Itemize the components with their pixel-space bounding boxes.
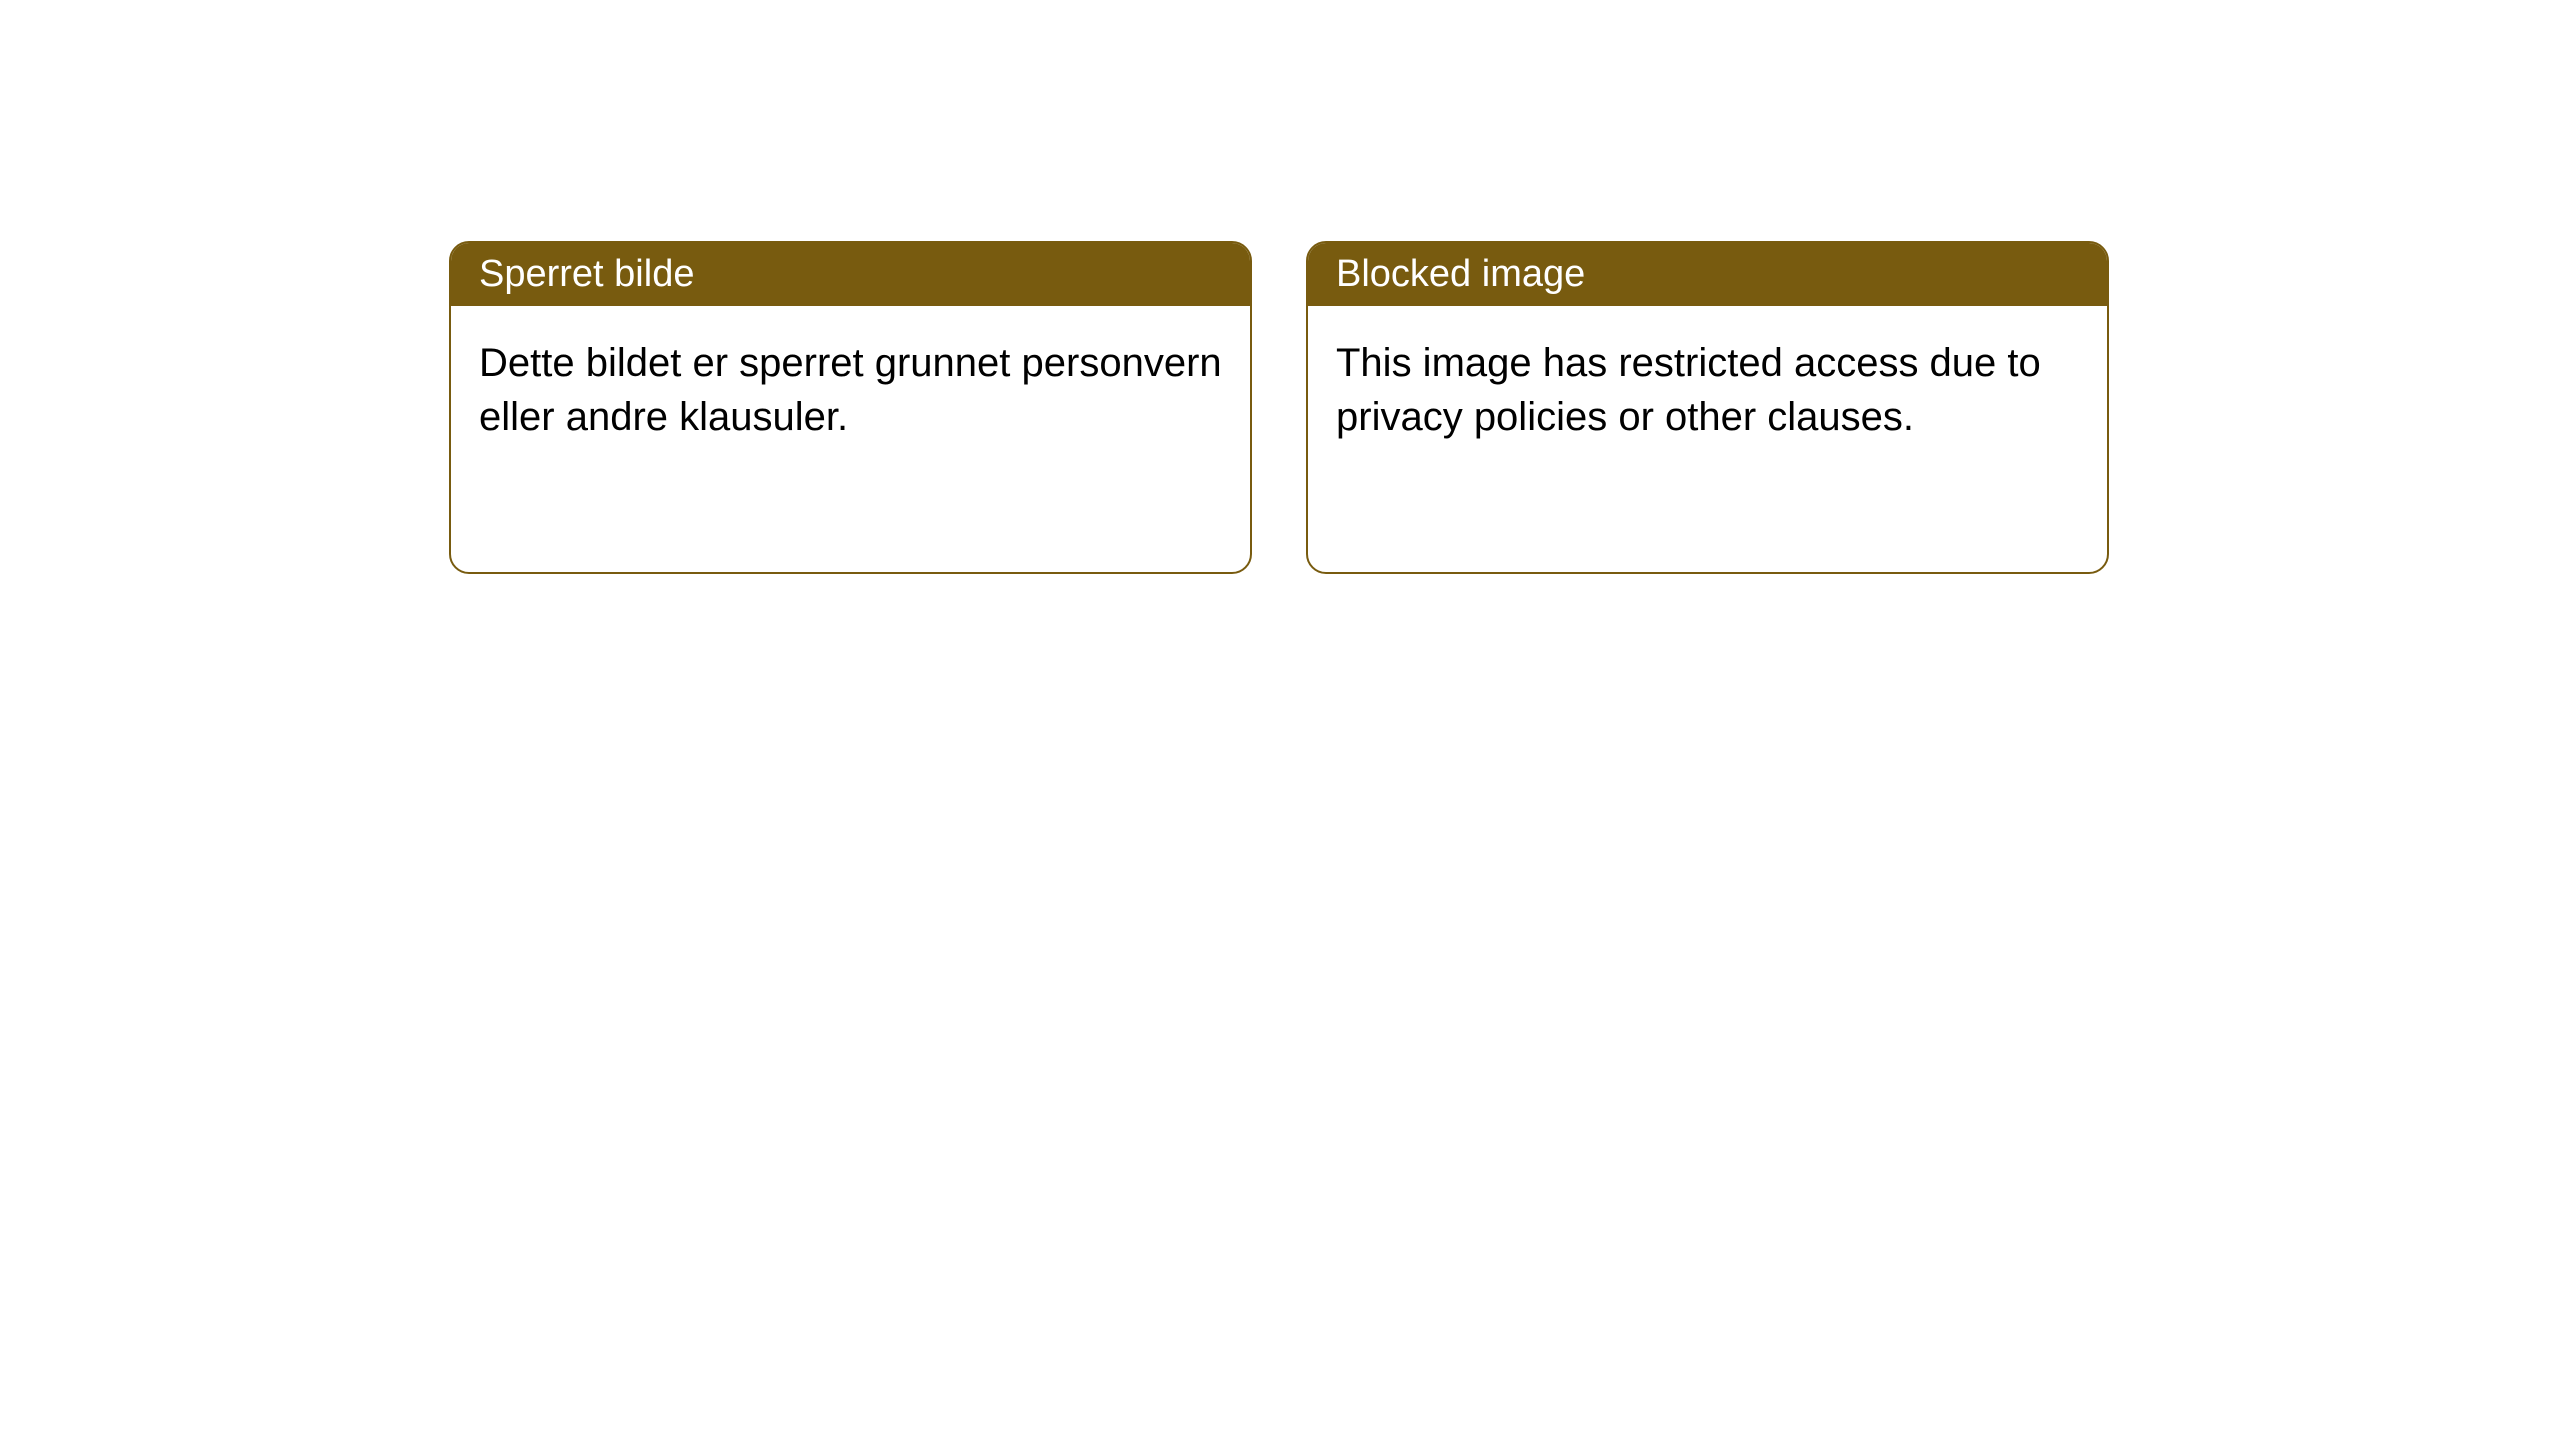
notice-card-en: Blocked image This image has restricted …: [1306, 241, 2109, 574]
notice-container: Sperret bilde Dette bildet er sperret gr…: [449, 241, 2109, 574]
notice-body-no: Dette bildet er sperret grunnet personve…: [451, 306, 1250, 572]
notice-header-en: Blocked image: [1308, 243, 2107, 306]
notice-header-no: Sperret bilde: [451, 243, 1250, 306]
notice-body-en: This image has restricted access due to …: [1308, 306, 2107, 572]
notice-card-no: Sperret bilde Dette bildet er sperret gr…: [449, 241, 1252, 574]
